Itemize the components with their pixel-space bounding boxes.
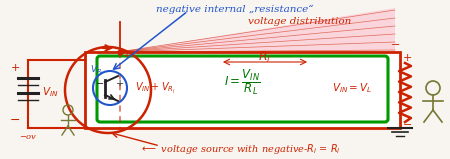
Text: −: −: [403, 120, 413, 130]
Text: $R_l$: $R_l$: [258, 49, 271, 65]
Text: $V_{IN}+V_{R_l}$: $V_{IN}+V_{R_l}$: [135, 80, 176, 96]
Text: +: +: [10, 63, 20, 73]
Text: −ov: −ov: [20, 133, 36, 141]
Polygon shape: [118, 8, 395, 68]
Text: −: −: [96, 79, 104, 89]
Text: +: +: [116, 80, 124, 89]
Text: +: +: [123, 51, 131, 59]
FancyBboxPatch shape: [97, 56, 388, 122]
Text: $\longleftarrow$ voltage source with negative-$R_i$ = $R_l$: $\longleftarrow$ voltage source with neg…: [140, 142, 340, 156]
Text: negative internal „resistance“: negative internal „resistance“: [156, 4, 314, 14]
Text: −: −: [10, 114, 20, 127]
Text: $V_{R_l}$: $V_{R_l}$: [90, 63, 104, 77]
Text: +: +: [403, 53, 413, 63]
Text: $V_{IN}$: $V_{IN}$: [42, 85, 58, 99]
Text: $I = \dfrac{V_{IN}}{R_L}$: $I = \dfrac{V_{IN}}{R_L}$: [224, 67, 261, 97]
Text: $V_{IN}=V_L$: $V_{IN}=V_L$: [332, 81, 372, 95]
Text: voltage distribution: voltage distribution: [248, 17, 351, 25]
Text: −: −: [392, 40, 400, 50]
Bar: [85, 52, 400, 128]
